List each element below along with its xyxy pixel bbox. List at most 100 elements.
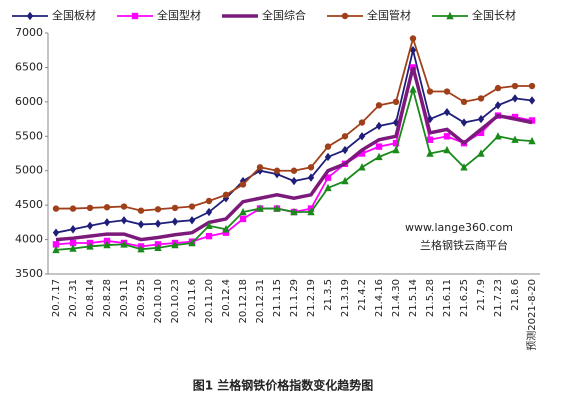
point: [171, 240, 179, 249]
x-tick-label: 20.9.25: [136, 279, 147, 317]
point: [511, 113, 519, 121]
point: [392, 139, 400, 147]
point: [409, 46, 417, 55]
point: [120, 240, 128, 248]
point: [290, 176, 298, 186]
x-tick-label: 21.8.6: [510, 279, 521, 311]
x-tick-label: 21.4.16: [374, 279, 385, 317]
point: [188, 238, 196, 247]
point: [307, 164, 315, 171]
point: [494, 84, 502, 92]
point: [511, 135, 519, 143]
point: [426, 88, 434, 95]
point: [26, 11, 34, 21]
series-line: [55, 66, 533, 242]
point: [426, 149, 434, 157]
point: [460, 118, 468, 127]
point: [443, 133, 451, 140]
point: [460, 163, 468, 171]
point: [188, 216, 196, 225]
point: [290, 167, 298, 174]
point: [69, 225, 77, 234]
point: [460, 98, 468, 106]
point: [477, 114, 485, 124]
point: [290, 207, 298, 216]
point: [494, 101, 502, 110]
point: [188, 203, 196, 210]
x-tick-label: 21.7.23: [493, 279, 504, 317]
point: [324, 183, 332, 192]
watermark-name: 兰格钢铁云商平台: [420, 238, 508, 252]
x-tick-label: 21.3.19: [340, 279, 351, 317]
point: [477, 95, 485, 102]
point: [239, 176, 247, 186]
y-tick-label: 4000: [15, 233, 43, 246]
point: [426, 136, 434, 143]
point: [409, 85, 417, 93]
point: [446, 11, 454, 20]
point: [52, 245, 60, 254]
point: [358, 163, 366, 171]
x-tick-label: 21.4.2: [357, 279, 368, 311]
point: [443, 107, 451, 117]
legend-label: 全国综合: [262, 8, 306, 22]
point: [392, 145, 400, 154]
x-tick-label: 20.7.17: [51, 279, 62, 317]
point: [239, 215, 247, 223]
point: [205, 221, 213, 229]
point: [154, 206, 162, 213]
point: [358, 132, 366, 141]
point: [341, 176, 349, 185]
point: [528, 117, 536, 124]
y-tick-label: 5000: [15, 164, 43, 177]
point: [69, 244, 77, 252]
point: [86, 242, 94, 250]
point: [324, 152, 332, 162]
x-tick-label: 20.11.6: [187, 279, 198, 317]
x-tick-label: 21.5.14: [408, 279, 419, 317]
point: [154, 219, 162, 228]
x-tick-label: 20.8.28: [102, 279, 113, 317]
x-tick-label: 20.12.18: [238, 279, 249, 324]
x-tick-label: 21.3.5: [323, 279, 334, 311]
y-tick-label: 6500: [15, 60, 43, 73]
point: [443, 145, 451, 154]
x-tick-label: 20.7.31: [68, 279, 79, 317]
point: [341, 12, 349, 20]
point: [375, 152, 383, 161]
point: [358, 150, 366, 157]
x-tick-label: 21.1.29: [289, 279, 300, 317]
x-tick-label: 20.12.31: [255, 279, 266, 324]
point: [222, 225, 230, 233]
point: [103, 240, 111, 249]
x-tick-label: 20.8.14: [85, 279, 96, 317]
point: [137, 245, 145, 253]
point: [511, 82, 519, 90]
point: [256, 204, 264, 212]
point: [426, 114, 434, 124]
point: [324, 143, 332, 150]
point: [69, 205, 77, 212]
x-tick-label: 20.10.10: [153, 279, 164, 324]
point: [477, 149, 485, 157]
point: [409, 35, 417, 42]
x-tick-label: 21.6.11: [442, 279, 453, 317]
point: [171, 204, 179, 212]
y-tick-label: 7000: [15, 26, 43, 39]
point: [528, 82, 536, 90]
point: [131, 12, 139, 20]
point: [324, 174, 332, 181]
point: [205, 232, 213, 240]
x-tick-label: 21.1.15: [272, 279, 283, 317]
point: [103, 204, 111, 211]
x-tick-label: 20.11.20: [204, 279, 215, 324]
point: [154, 243, 162, 252]
x-tick-label: 预测2021-8-20: [525, 279, 538, 351]
x-tick-label: 21.6.25: [459, 279, 470, 317]
point: [86, 221, 94, 230]
point: [477, 129, 485, 137]
point: [137, 207, 145, 214]
point: [52, 205, 60, 212]
watermark-url: www.lange360.com: [405, 221, 513, 234]
y-tick-label: 4500: [15, 198, 43, 211]
